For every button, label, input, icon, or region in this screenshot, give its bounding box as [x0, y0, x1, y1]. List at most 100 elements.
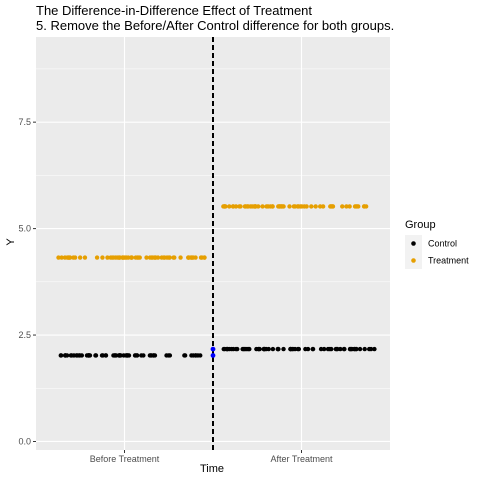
data-point-treatment [129, 255, 135, 260]
data-point-control [71, 353, 77, 358]
y-tick-label: 7.5 [18, 117, 31, 127]
data-point-treatment [56, 255, 61, 260]
data-point-control [295, 346, 301, 352]
data-point-control [357, 346, 363, 352]
highlight-point [210, 346, 216, 352]
data-point-control [275, 346, 280, 352]
data-point-treatment [340, 204, 345, 209]
data-point-treatment [66, 255, 71, 260]
data-point-control [198, 353, 203, 358]
data-point-treatment [116, 255, 122, 260]
legend-title: Group [405, 219, 436, 231]
data-point-treatment [292, 204, 298, 209]
x-axis-label: Time [200, 463, 224, 475]
data-point-treatment [361, 204, 367, 209]
data-point-control [353, 346, 359, 352]
data-point-control [93, 353, 98, 358]
y-tick-label: 5.0 [18, 224, 31, 234]
data-point-control [281, 346, 286, 352]
data-point-control [327, 346, 333, 352]
y-axis-label: Y [5, 238, 17, 246]
data-point-control [341, 346, 347, 352]
legend-label-treatment: Treatment [428, 256, 469, 266]
data-point-treatment [77, 255, 83, 260]
data-point-control [99, 353, 105, 358]
data-point-control [349, 346, 355, 352]
data-point-treatment [72, 255, 78, 260]
data-point-treatment [82, 255, 88, 260]
highlight-point [210, 353, 216, 358]
data-point-control [310, 346, 316, 352]
data-point-treatment [309, 204, 314, 209]
data-point-treatment [264, 204, 269, 209]
data-point-control [103, 353, 108, 358]
data-point-treatment [287, 204, 292, 209]
data-point-control [333, 346, 339, 352]
data-point-control [64, 353, 70, 358]
data-point-treatment [144, 255, 149, 260]
data-point-control [164, 353, 169, 358]
data-point-control [256, 346, 261, 352]
data-point-treatment [270, 204, 275, 209]
x-tick-label: Before Treatment [90, 454, 160, 464]
data-point-treatment [137, 255, 142, 260]
data-point-control [132, 353, 138, 358]
data-point-control [270, 346, 276, 352]
data-points [56, 204, 377, 358]
data-point-treatment [227, 204, 232, 209]
data-point-control [266, 346, 271, 352]
data-point-treatment [222, 204, 227, 209]
legend-label-control: Control [428, 239, 457, 249]
data-point-treatment [347, 204, 352, 209]
data-point-control [246, 346, 251, 352]
data-point-control [231, 346, 236, 352]
data-point-treatment [109, 255, 115, 260]
data-point-control [193, 353, 198, 358]
chart-title: The Difference-in-Difference Effect of T… [36, 3, 312, 18]
data-point-control [367, 346, 372, 352]
data-point-treatment [280, 204, 286, 209]
data-point-treatment [260, 204, 265, 209]
data-point-treatment [249, 204, 255, 209]
chart-subtitle: 5. Remove the Before/After Control diffe… [36, 18, 394, 33]
data-point-treatment [178, 255, 183, 260]
data-point-control [303, 346, 308, 352]
data-point-treatment [202, 255, 207, 260]
data-point-control [125, 353, 130, 358]
legend-key-control [411, 241, 416, 246]
data-point-treatment [344, 204, 349, 209]
data-point-treatment [113, 255, 118, 260]
data-point-treatment [299, 204, 304, 209]
data-point-treatment [230, 204, 236, 209]
data-point-treatment [328, 204, 333, 209]
data-point-treatment [186, 255, 191, 260]
data-point-treatment [94, 255, 100, 260]
data-point-treatment [62, 255, 68, 260]
data-point-treatment [152, 255, 158, 260]
data-point-treatment [191, 255, 196, 260]
data-point-control [372, 346, 377, 352]
data-point-control [221, 346, 226, 352]
y-tick-label: 0.0 [18, 436, 31, 446]
data-point-treatment [121, 255, 126, 260]
data-point-treatment [162, 255, 167, 260]
data-point-control [58, 353, 63, 358]
highlight-points [210, 346, 216, 358]
data-point-treatment [105, 255, 110, 260]
data-point-control [112, 353, 118, 358]
y-tick-label: 2.5 [18, 330, 31, 340]
data-point-treatment [242, 204, 248, 209]
data-point-control [84, 353, 90, 358]
data-point-treatment [171, 255, 176, 260]
data-point-control [224, 346, 230, 352]
data-point-treatment [59, 255, 64, 260]
data-point-control [362, 346, 367, 352]
data-point-control [242, 346, 247, 352]
data-point-control [116, 353, 122, 358]
data-point-treatment [166, 255, 172, 260]
data-point-treatment [313, 204, 318, 209]
data-point-control [121, 353, 126, 358]
legend: Group Control Treatment [405, 219, 469, 269]
data-point-control [182, 353, 188, 358]
